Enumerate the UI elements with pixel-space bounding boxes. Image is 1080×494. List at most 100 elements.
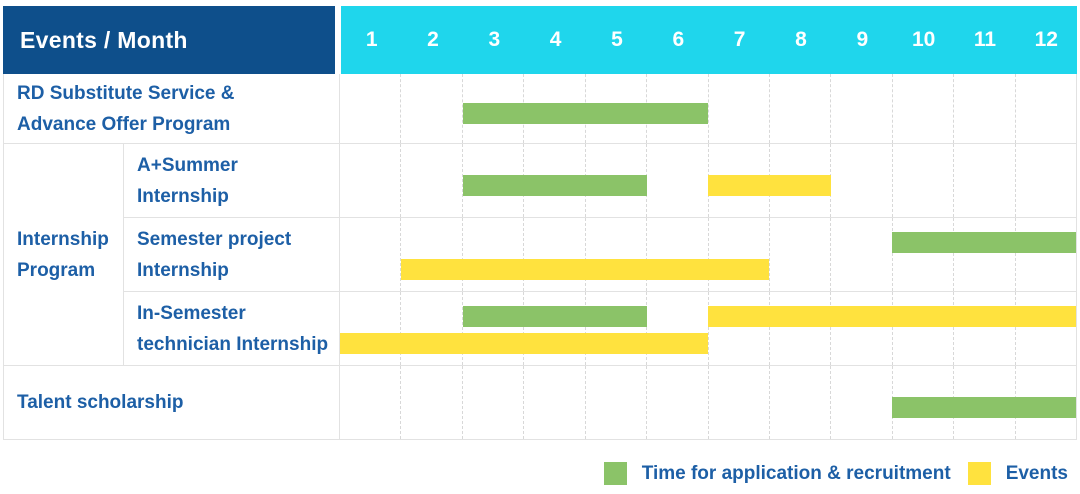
gantt-bar-application <box>462 306 647 327</box>
month-grid-column <box>1014 292 1076 365</box>
month-grid-column <box>584 366 646 439</box>
month-grid-column <box>523 218 584 291</box>
chart-cell <box>340 366 1076 439</box>
month-header-row: 1 2 3 4 5 6 7 8 9 10 11 12 <box>341 6 1077 74</box>
row-label: Talent scholarship <box>4 366 340 439</box>
month-header-1: 1 <box>365 28 378 51</box>
legend-item-events: Events <box>967 462 1068 485</box>
group-label: Internship Program <box>4 144 124 365</box>
table-header: Events / Month 1 2 3 4 5 6 7 8 9 10 11 12 <box>3 6 1077 74</box>
month-grid-column <box>340 144 400 217</box>
gantt-bar-events <box>401 259 770 280</box>
month-grid-column <box>953 144 1014 217</box>
month-grid-column <box>646 366 707 439</box>
month-grid-column <box>400 144 461 217</box>
table-header-corner-label: Events / Month <box>3 6 335 74</box>
table-body: RD Substitute Service & Advance Offer Pr… <box>4 74 1076 439</box>
subrow-label: A+Summer Internship <box>124 144 340 217</box>
month-header-3: 3 <box>488 28 501 51</box>
month-grid-column <box>523 292 584 365</box>
legend-label-events: Events <box>1005 462 1068 484</box>
month-grid-column <box>646 144 707 217</box>
chart-cell <box>340 218 1076 291</box>
month-header-5: 5 <box>611 28 623 51</box>
month-grid-column <box>400 74 461 143</box>
month-grid-column <box>891 74 953 143</box>
month-header-9: 9 <box>856 28 869 51</box>
legend-item-application: Time for application & recruitment <box>603 462 951 485</box>
gantt-table: Events / Month 1 2 3 4 5 6 7 8 9 10 11 12 RD Substi… <box>3 6 1077 440</box>
month-grid-column <box>830 292 891 365</box>
row-label: RD Substitute Service & Advance Offer Pr… <box>4 74 340 143</box>
month-header-4: 4 <box>549 28 562 51</box>
month-grid-column <box>646 292 707 365</box>
table-row: RD Substitute Service & Advance Offer Pr… <box>4 74 1076 144</box>
month-grid-column <box>768 366 830 439</box>
month-grid-column <box>461 144 523 217</box>
month-grid-column <box>400 366 461 439</box>
month-header-6: 6 <box>672 28 685 51</box>
gantt-bar-application <box>892 232 1076 253</box>
events-month-table: Events / Month 1 2 3 4 5 6 7 8 9 10 11 12 RD Substi… <box>3 6 1077 440</box>
month-grid-column <box>707 74 769 143</box>
month-grid-column <box>1014 218 1076 291</box>
month-grid-column <box>646 218 707 291</box>
month-grid-column <box>768 292 830 365</box>
month-header-11: 11 <box>973 28 997 51</box>
month-grid-column <box>707 218 769 291</box>
chart-cell <box>340 292 1076 365</box>
month-header-2: 2 <box>427 28 439 51</box>
gantt-bar-events <box>340 333 708 354</box>
month-grid-column <box>340 366 400 439</box>
month-grid-column <box>340 292 400 365</box>
month-grid-column <box>340 218 400 291</box>
subrow-label: In-Semester technician Internship <box>124 292 340 365</box>
month-grid-column <box>891 292 953 365</box>
month-grid-column <box>830 218 891 291</box>
month-grid-column <box>707 366 769 439</box>
month-grid-column <box>953 292 1014 365</box>
month-grid-column <box>400 218 461 291</box>
table-row: A+Summer Internship <box>124 144 1076 218</box>
table-row: Talent scholarship <box>4 366 1076 439</box>
month-grid-column <box>830 366 891 439</box>
gantt-bar-application <box>462 174 647 196</box>
table-row: In-Semester technician Internship <box>124 292 1076 365</box>
month-grid-column <box>584 218 646 291</box>
month-header-7: 7 <box>733 28 746 51</box>
table-row-group: Internship Program A+Summer Internship Sem… <box>4 144 1076 366</box>
chart-cell <box>340 74 1076 143</box>
month-grid-column <box>340 74 400 143</box>
month-grid-column <box>830 74 891 143</box>
legend-swatch-application <box>603 462 627 485</box>
legend: Time for application & recruitment Events <box>603 462 1068 485</box>
month-grid-column <box>891 144 953 217</box>
month-grid-column <box>461 218 523 291</box>
month-header-10: 10 <box>911 28 936 51</box>
subrow-label: Semester project Internship <box>124 218 340 291</box>
month-grid-column <box>461 74 523 143</box>
month-grid-column <box>768 74 830 143</box>
gantt-bar-application <box>892 396 1076 418</box>
month-grid-column <box>830 144 891 217</box>
gantt-bar-events <box>708 174 831 196</box>
month-grid-column <box>768 218 830 291</box>
month-header-12: 12 <box>1034 28 1058 51</box>
gantt-bar-events <box>708 306 1076 327</box>
month-header-8: 8 <box>795 28 807 51</box>
month-grid-column <box>400 292 461 365</box>
month-grid-column <box>1014 144 1076 217</box>
month-grid-column <box>953 74 1014 143</box>
gantt-bar-application <box>462 102 708 124</box>
month-grid-column <box>953 218 1014 291</box>
month-grid-column <box>707 292 769 365</box>
table-row: Semester project Internship <box>124 218 1076 292</box>
month-grid-column <box>461 366 523 439</box>
chart-cell <box>340 144 1076 217</box>
header-divider-gap <box>335 6 341 74</box>
group-subrows: A+Summer Internship Semester project Inte… <box>124 144 1076 365</box>
legend-label-application: Time for application & recruitment <box>641 462 951 484</box>
month-grid-column <box>891 218 953 291</box>
month-grid-column <box>1014 74 1076 143</box>
month-grid-column <box>523 366 584 439</box>
